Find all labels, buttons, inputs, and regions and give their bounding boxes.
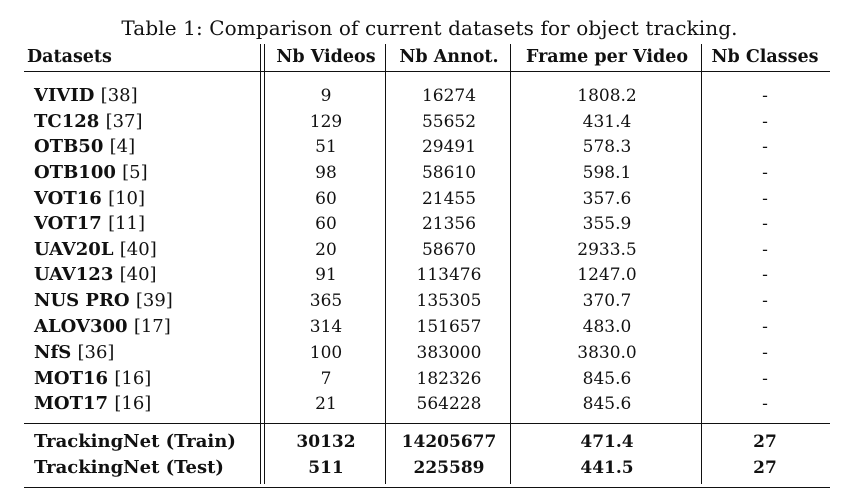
dataset-name: TC128 [37] <box>34 111 143 132</box>
dataset-name: VIVID [38] <box>34 85 138 106</box>
column-header-nb-classes: Nb Classes <box>711 47 819 67</box>
dataset-name: VOT17 [11] <box>34 213 146 234</box>
dataset-name: TrackingNet (Train) <box>34 431 236 452</box>
dataset-name: MOT17 [16] <box>34 393 152 414</box>
dataset-name: VOT16 [10] <box>34 188 146 209</box>
nb-classes-cell: - <box>762 137 768 157</box>
dataset-name: NUS PRO [39] <box>34 290 173 311</box>
nb-classes-cell: - <box>762 343 768 363</box>
nb-videos-cell: 30132 <box>296 432 356 452</box>
nb-annot-cell: 58610 <box>421 163 477 183</box>
nb-videos-cell: 98 <box>315 163 337 183</box>
nb-classes-cell: 27 <box>753 458 777 478</box>
nb-annot-cell: 29491 <box>421 137 477 157</box>
nb-videos-cell: 129 <box>309 112 343 132</box>
header-rule <box>24 71 830 72</box>
column-header-datasets: Datasets <box>27 47 112 67</box>
nb-classes-cell: - <box>762 112 768 132</box>
frame-per-video-cell: 845.6 <box>582 369 632 389</box>
nb-videos-cell: 51 <box>315 137 337 157</box>
nb-annot-cell: 383000 <box>416 343 482 363</box>
nb-classes-cell: 27 <box>753 432 777 452</box>
nb-annot-cell: 564228 <box>416 394 482 414</box>
footer-separator-rule <box>24 423 830 424</box>
nb-annot-cell: 58670 <box>421 240 477 260</box>
nb-annot-cell: 16274 <box>421 86 477 106</box>
nb-classes-cell: - <box>762 369 768 389</box>
frame-per-video-cell: 1808.2 <box>577 86 637 106</box>
frame-per-video-cell: 598.1 <box>582 163 632 183</box>
dataset-name: OTB50 [4] <box>34 136 136 157</box>
frame-per-video-cell: 483.0 <box>582 317 632 337</box>
nb-annot-cell: 182326 <box>416 369 482 389</box>
nb-videos-cell: 91 <box>315 265 337 285</box>
nb-classes-cell: - <box>762 265 768 285</box>
nb-videos-cell: 7 <box>320 369 332 389</box>
column-header-nb-annot: Nb Annot. <box>399 47 499 67</box>
column-header-nb-videos: Nb Videos <box>276 47 376 67</box>
dataset-name: MOT16 [16] <box>34 368 152 389</box>
frame-per-video-cell: 3830.0 <box>577 343 637 363</box>
nb-classes-cell: - <box>762 240 768 260</box>
double-rule-left <box>260 44 261 484</box>
nb-videos-cell: 20 <box>315 240 337 260</box>
nb-classes-cell: - <box>762 163 768 183</box>
nb-videos-cell: 100 <box>309 343 343 363</box>
frame-per-video-cell: 2933.5 <box>577 240 637 260</box>
double-rule-right <box>264 44 265 484</box>
nb-classes-cell: - <box>762 291 768 311</box>
frame-per-video-cell: 370.7 <box>582 291 632 311</box>
bottom-rule <box>24 487 830 488</box>
nb-videos-cell: 60 <box>315 189 337 209</box>
nb-classes-cell: - <box>762 394 768 414</box>
nb-videos-cell: 21 <box>315 394 337 414</box>
dataset-name: OTB100 [5] <box>34 162 148 183</box>
nb-videos-cell: 365 <box>309 291 343 311</box>
dataset-name: TrackingNet (Test) <box>34 457 224 478</box>
dataset-name: NfS [36] <box>34 342 115 363</box>
nb-classes-cell: - <box>762 214 768 234</box>
frame-per-video-cell: 1247.0 <box>577 265 637 285</box>
nb-annot-cell: 151657 <box>416 317 482 337</box>
frame-per-video-cell: 845.6 <box>582 394 632 414</box>
nb-videos-cell: 9 <box>320 86 332 106</box>
nb-annot-cell: 135305 <box>416 291 482 311</box>
column-rule-annot <box>385 44 386 484</box>
dataset-name: UAV123 [40] <box>34 264 157 285</box>
nb-annot-cell: 21356 <box>421 214 477 234</box>
nb-annot-cell: 55652 <box>421 112 477 132</box>
frame-per-video-cell: 471.4 <box>580 432 634 452</box>
nb-annot-cell: 21455 <box>421 189 477 209</box>
frame-per-video-cell: 355.9 <box>582 214 632 234</box>
nb-classes-cell: - <box>762 317 768 337</box>
frame-per-video-cell: 441.5 <box>580 458 634 478</box>
nb-annot-cell: 225589 <box>413 458 485 478</box>
column-rule-classes <box>701 44 702 484</box>
nb-classes-cell: - <box>762 86 768 106</box>
frame-per-video-cell: 357.6 <box>582 189 632 209</box>
column-header-frame-per-video: Frame per Video <box>525 47 689 67</box>
dataset-name: ALOV300 [17] <box>34 316 171 337</box>
nb-videos-cell: 511 <box>308 458 344 478</box>
nb-annot-cell: 14205677 <box>401 432 497 452</box>
nb-videos-cell: 60 <box>315 214 337 234</box>
table-caption: Table 1: Comparison of current datasets … <box>121 16 738 40</box>
column-rule-fpv <box>510 44 511 484</box>
nb-videos-cell: 314 <box>309 317 343 337</box>
nb-classes-cell: - <box>762 189 768 209</box>
frame-per-video-cell: 431.4 <box>582 112 632 132</box>
dataset-name: UAV20L [40] <box>34 239 157 260</box>
nb-annot-cell: 113476 <box>416 265 482 285</box>
frame-per-video-cell: 578.3 <box>582 137 632 157</box>
